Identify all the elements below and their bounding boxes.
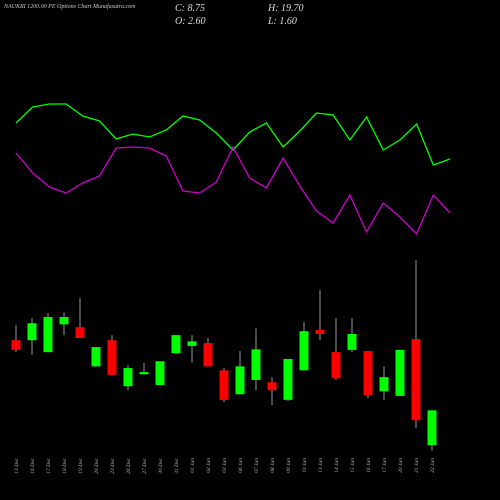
candle-body [379,377,389,392]
x-tick-label: 15 Jan [350,458,356,473]
candle-body [11,340,21,350]
candle-body [219,370,229,400]
candle-body [235,366,245,395]
ohlc-open: O: 2.60 [175,16,206,27]
candle-body [251,349,261,380]
x-tick-label: 31 Dec [174,457,180,474]
x-tick-label: 18 Dec [62,457,68,473]
candle-body [363,351,373,396]
x-tick-label: 09 Jan [286,458,292,473]
x-tick-label: 20 Jan [398,458,404,473]
candle-body [59,316,69,325]
candle-body [171,335,181,354]
candle-body [395,349,405,396]
x-tick-label: 26 Dec [126,457,132,473]
candle-body [427,410,437,446]
x-tick-label: 20 Dec [94,457,100,473]
x-tick-label: 27 Dec [142,457,148,473]
x-tick-label: 13 Jan [318,458,324,473]
x-tick-label: 06 Jan [238,458,244,473]
candle-body [155,361,165,386]
candle-body [139,372,149,375]
candle-body [315,330,325,334]
x-tick-label: 14 Jan [333,458,340,473]
candle-body [347,334,357,350]
x-tick-label: 22 Jan [430,458,436,473]
x-tick-label: 21 Jan [414,458,420,473]
candle-body [43,316,53,353]
candle-body [331,352,341,379]
ohlc-low: L: 1.60 [267,16,297,27]
ohlc-close: C: 8.75 [175,3,205,14]
candle-body [203,343,213,367]
candle-body [123,368,133,387]
candle-body [267,382,277,391]
x-tick-label: 02 Jan [206,458,212,473]
x-tick-label: 19 Dec [78,457,84,473]
candle-body [75,327,85,338]
x-tick-label: 23 Dec [110,457,116,473]
x-tick-label: 03 Jan [222,458,228,473]
candle-body [187,341,197,346]
x-tick-label: 08 Jan [270,458,276,473]
x-tick-label: 16 Dec [30,457,36,473]
x-tick-label: 01 Jan [190,458,196,473]
x-tick-label: 13 Dec [14,457,20,473]
candle-body [27,323,37,341]
line-series [15,103,451,166]
candle-body [411,339,421,421]
x-tick-label: 16 Jan [366,458,372,473]
x-tick-label: 17 Dec [46,457,52,473]
x-tick-label: 07 Jan [254,458,260,473]
ohlc-high: H: 19.70 [267,3,304,14]
candle-body [91,347,101,367]
x-tick-label: 17 Jan [382,458,388,473]
candle-body [299,331,309,371]
x-tick-label: 30 Dec [158,457,164,474]
chart-title: NAUKRI 1200.00 PE Options Chart Munafasu… [3,3,136,10]
candle-body [283,358,293,400]
x-tick-label: 10 Jan [302,458,308,473]
candle-body [107,340,117,375]
line-series [15,145,451,236]
